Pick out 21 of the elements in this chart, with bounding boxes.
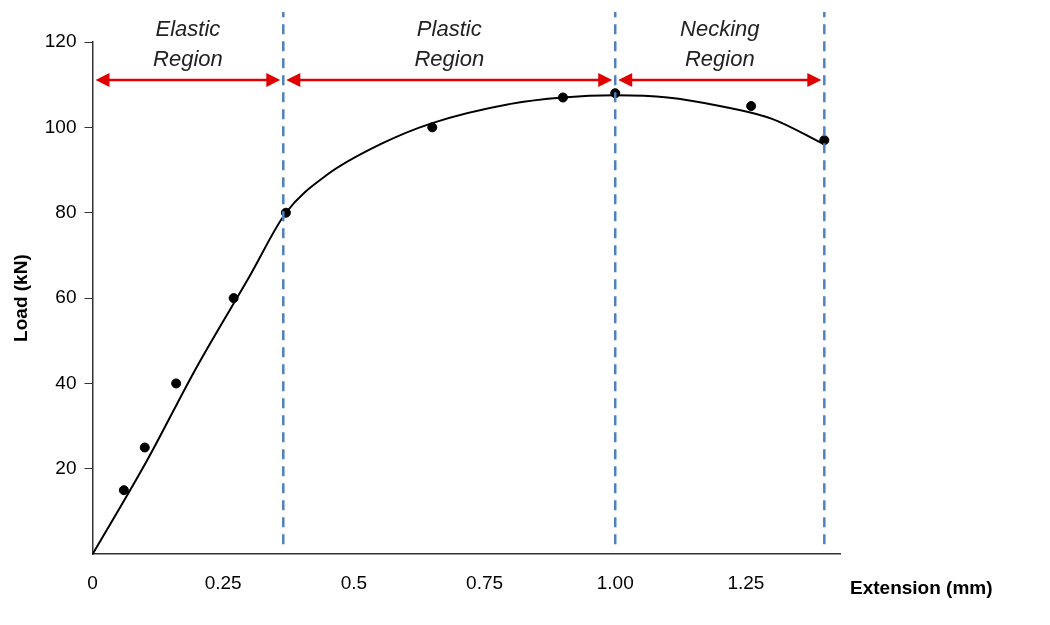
point bbox=[171, 378, 182, 389]
y-axis-title: Load (kN) bbox=[9, 254, 31, 342]
x-tick-label: 0.25 bbox=[204, 571, 242, 593]
x-tick-label: 0.75 bbox=[466, 571, 504, 593]
point bbox=[118, 485, 129, 496]
x-tick-label: 0 bbox=[87, 571, 98, 593]
x-tick-label: 1.25 bbox=[727, 571, 765, 593]
y-tick-label: 80 bbox=[55, 200, 77, 222]
annotation: Plastic Region bbox=[414, 16, 485, 71]
y-tick-label: 20 bbox=[55, 457, 77, 479]
x-tick-label: 1.00 bbox=[596, 571, 634, 593]
y-tick-label: 60 bbox=[55, 286, 77, 308]
y-tick-label: 120 bbox=[44, 30, 77, 52]
annotation: Necking Region bbox=[680, 16, 761, 71]
y-tick-label: 100 bbox=[44, 115, 77, 137]
y-tick-label: 40 bbox=[55, 371, 77, 393]
x-tick-label: 0.5 bbox=[340, 571, 368, 593]
annotation: Elastic Region bbox=[153, 16, 223, 71]
point bbox=[139, 442, 150, 453]
x-axis-title: Extension (mm) bbox=[850, 577, 993, 599]
point bbox=[746, 101, 757, 112]
